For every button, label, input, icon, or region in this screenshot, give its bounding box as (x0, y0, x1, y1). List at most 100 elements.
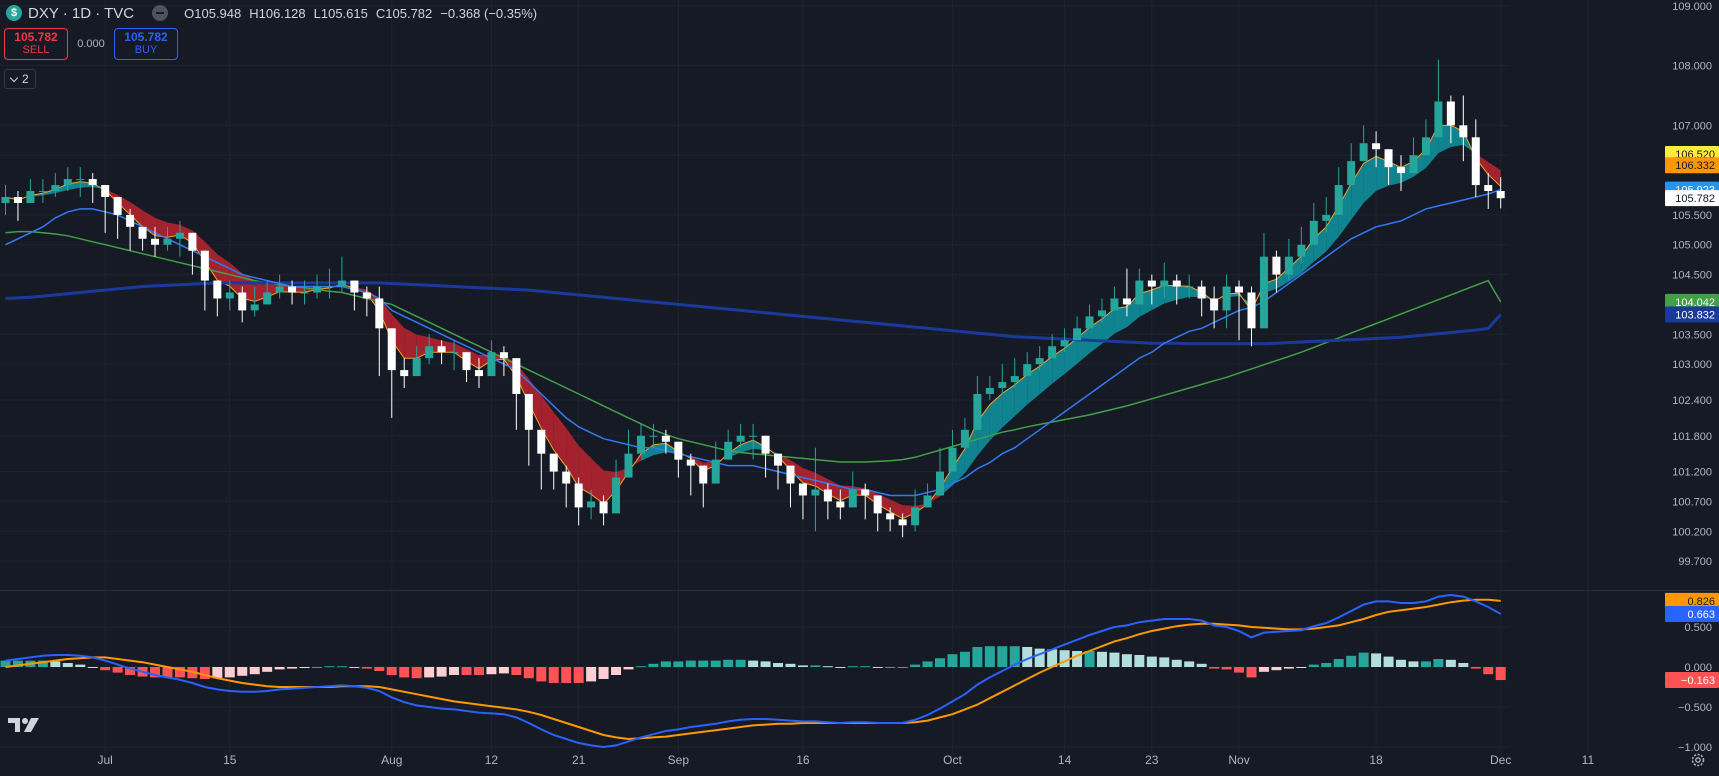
tradingview-logo-icon[interactable] (8, 716, 40, 734)
histogram-bar (37, 660, 48, 667)
candle-body (1160, 280, 1169, 287)
ribbon-segment (1151, 285, 1165, 311)
low-value: L105.615 (313, 5, 368, 21)
ribbon-segment (566, 428, 579, 488)
histogram-bar (810, 665, 821, 667)
candle (836, 489, 845, 520)
ribbon-segment (1326, 205, 1339, 252)
histogram-bar (822, 666, 833, 668)
candle (1073, 316, 1082, 341)
price-axis[interactable]: 109.000108.000107.000106.500105.500105.0… (1665, 1, 1719, 568)
candle (387, 328, 396, 418)
price-label: 104.042 (1665, 293, 1719, 310)
grid-lines (0, 0, 1589, 755)
candle (188, 232, 197, 275)
price-tick-label: 100.200 (1672, 526, 1712, 538)
symbol-title[interactable]: DXY · 1D · TVC (28, 4, 135, 22)
candle (549, 453, 558, 490)
candle-body (587, 501, 596, 508)
histogram-bar (835, 667, 846, 668)
price-tick-label: 103.500 (1672, 329, 1712, 341)
candle-body (288, 286, 297, 293)
candle (1235, 280, 1244, 341)
macd-tick-label: 0.000 (1684, 662, 1712, 674)
candle-body (437, 346, 446, 353)
histogram-bar (997, 646, 1008, 667)
candle (898, 513, 907, 538)
candle-body (985, 388, 994, 394)
gear-icon[interactable] (1690, 752, 1706, 768)
candle-body (138, 226, 147, 239)
time-tick-label: 11 (1582, 753, 1595, 767)
price-label-bg (1665, 306, 1719, 323)
price-tick-label: 104.500 (1672, 270, 1712, 282)
histogram-bar (1096, 651, 1107, 667)
histogram-bar (174, 667, 185, 678)
candle (1035, 346, 1044, 371)
candle-body (1172, 280, 1181, 287)
chevron-down-icon (9, 73, 19, 82)
candle-body (1197, 286, 1206, 299)
candle (923, 483, 932, 508)
ribbon-segment (541, 395, 554, 451)
candle (574, 477, 583, 526)
sell-button[interactable]: 105.782 SELL (4, 28, 68, 60)
candle-body (51, 185, 60, 192)
candle (973, 376, 982, 430)
candle (686, 453, 695, 496)
time-tick-label: 16 (796, 753, 810, 767)
candle-body (562, 471, 571, 484)
candle-body (1347, 161, 1356, 186)
candle-body (375, 298, 384, 329)
candle-body (1334, 185, 1343, 215)
histogram-bar (473, 667, 484, 675)
price-tick-label: 103.000 (1672, 359, 1712, 371)
histogram-bar (1072, 651, 1083, 667)
histogram-bar (536, 667, 547, 682)
candle (337, 256, 346, 293)
price-tick-label: 101.800 (1672, 431, 1712, 443)
histogram-bar (922, 661, 933, 667)
candle (1409, 137, 1418, 174)
candle (811, 447, 820, 532)
candle-body (761, 435, 770, 454)
buy-label: BUY (134, 44, 158, 56)
candle (1085, 304, 1094, 329)
histogram-bar (1009, 646, 1020, 667)
collapse-icon[interactable] (152, 5, 169, 21)
histogram-bar (87, 667, 98, 668)
candle (786, 465, 795, 508)
histogram-bar (760, 661, 771, 667)
candle (1010, 358, 1019, 389)
histogram-bar (1383, 656, 1394, 667)
indicators-toggle[interactable]: 2 (4, 69, 36, 89)
candle (263, 280, 272, 305)
candle-body (1222, 286, 1231, 311)
candle-body (948, 447, 957, 472)
candle (400, 358, 409, 389)
ribbon-segment (591, 458, 604, 504)
candle (948, 429, 957, 472)
candle (649, 423, 658, 448)
histogram-bar (1271, 667, 1282, 671)
candle-body (1048, 346, 1057, 359)
candle-body (400, 370, 409, 377)
candle-body (1297, 244, 1306, 257)
ribbon-segment (952, 448, 965, 486)
histogram-bar (785, 663, 796, 667)
buy-button[interactable]: 105.782 BUY (114, 28, 178, 60)
price-label-bg (1665, 157, 1719, 174)
ribbon-segment (890, 499, 903, 519)
histogram-bar (723, 659, 734, 667)
candle (63, 167, 72, 192)
macd-label-bg (1665, 672, 1719, 689)
time-axis[interactable]: Jul 15 Aug 12 21 Sep 16 Oct 14 23 Nov 18 Dec 11 (98, 753, 1595, 767)
candle (1060, 328, 1069, 353)
candle-body (886, 513, 895, 520)
time-tick-label: 14 (1058, 753, 1072, 767)
histogram-bar (12, 660, 23, 667)
price-label-text: 104.042 (1675, 297, 1715, 309)
macd-pane (0, 593, 1506, 749)
